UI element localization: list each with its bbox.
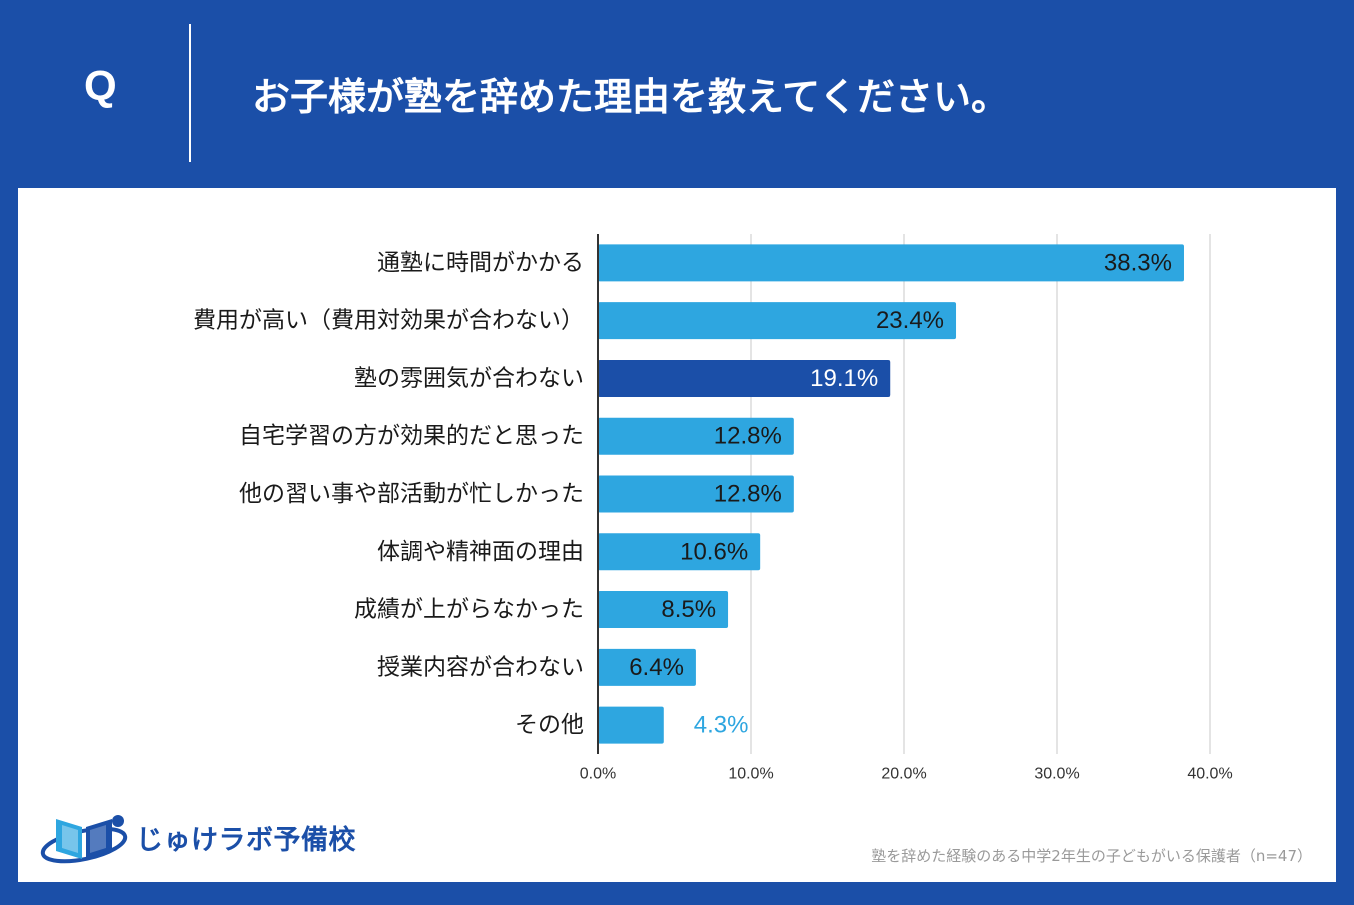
data-label: 23.4%	[876, 307, 944, 334]
bar	[598, 706, 664, 744]
bar-chart: 通塾に時間がかかる 38.3% 費用が高い（費用対効果が合わない） 23.4% 塾の雰囲…	[193, 234, 1233, 783]
bar	[598, 244, 1184, 282]
brand-name: じゅけラボ予備校	[136, 824, 356, 856]
bar	[598, 302, 957, 340]
bar	[598, 533, 761, 571]
data-label: 12.8%	[714, 423, 782, 450]
x-tick-label: 20.0%	[881, 766, 926, 783]
data-label: 19.1%	[810, 365, 878, 392]
brand-logo: じゅけラボ予備校	[38, 806, 356, 868]
bar	[598, 648, 696, 686]
x-tick-label: 0.0%	[580, 766, 616, 783]
category-label: 通塾に時間がかかる	[377, 250, 584, 276]
data-label: 6.4%	[629, 654, 684, 681]
category-label: その他	[515, 712, 584, 738]
category-label: 体調や精神面の理由	[377, 539, 584, 565]
category-label: 成績が上がらなかった	[354, 597, 584, 623]
data-label: 38.3%	[1104, 249, 1172, 276]
data-label: 4.3%	[694, 712, 749, 739]
x-tick-label: 40.0%	[1187, 766, 1232, 783]
data-label: 8.5%	[661, 596, 716, 623]
bar	[598, 591, 729, 629]
category-label: 他の習い事や部活動が忙しかった	[239, 481, 584, 507]
sample-footnote: 塾を辞めた経験のある中学2年生の子どもがいる保護者（n=47）	[871, 847, 1312, 865]
category-label: 授業内容が合わない	[377, 654, 584, 680]
bar	[598, 475, 794, 513]
data-label: 12.8%	[714, 481, 782, 508]
bar	[598, 417, 794, 455]
x-tick-label: 30.0%	[1034, 766, 1079, 783]
x-tick-label: 10.0%	[728, 766, 773, 783]
category-label: 塾の雰囲気が合わない	[354, 365, 584, 391]
header-divider	[189, 24, 191, 162]
category-label: 費用が高い（費用対効果が合わない）	[193, 308, 584, 334]
category-label: 自宅学習の方が効果的だと思った	[239, 423, 584, 449]
question-marker: Q	[84, 62, 117, 109]
open-book-globe-icon	[40, 815, 128, 864]
question-title: お子様が塾を辞めた理由を教えてください。	[252, 75, 1009, 119]
bar	[598, 359, 891, 397]
data-label: 10.6%	[680, 538, 748, 565]
chart-panel: 通塾に時間がかかる 38.3% 費用が高い（費用対効果が合わない） 23.4% 塾の雰囲…	[18, 188, 1336, 882]
